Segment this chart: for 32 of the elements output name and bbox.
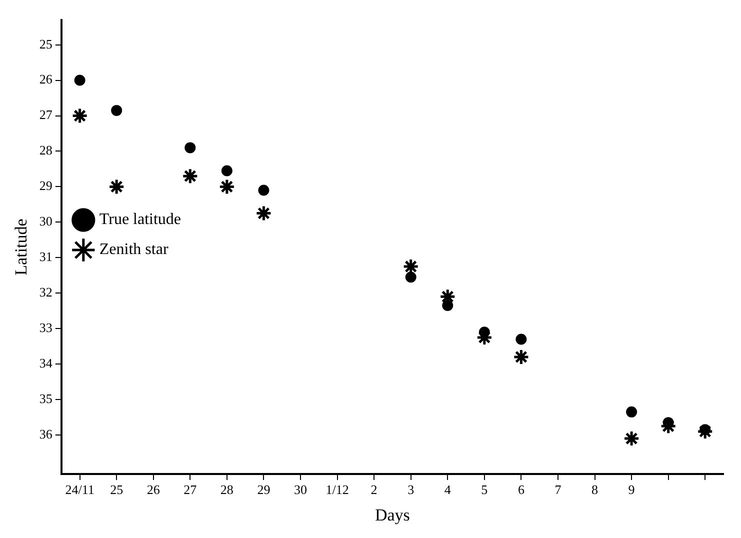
x-axis-title: Days — [374, 505, 410, 524]
y-tick-label: 31 — [39, 249, 52, 264]
x-tick-label: 25 — [110, 482, 124, 498]
x-tick-label: 8 — [592, 482, 598, 498]
y-tick-label: 35 — [39, 390, 52, 406]
x-tick-label: 28 — [220, 482, 234, 498]
x-tick-label: 6 — [518, 482, 525, 498]
y-tick-label: 25 — [39, 36, 52, 52]
x-tick-label: 9 — [628, 482, 635, 498]
y-tick-label: 29 — [39, 178, 52, 194]
y-tick-label: 28 — [39, 142, 52, 158]
x-tick-label: 2 — [370, 482, 378, 498]
x-tick-label: 26 — [146, 482, 160, 498]
x-tick-label: 3 — [408, 482, 414, 498]
y-tick-label: 36 — [39, 426, 53, 442]
y-tick-label: 27 — [39, 107, 53, 122]
y-tick-label: 33 — [39, 320, 52, 335]
y-tick-label: 26 — [39, 72, 53, 87]
x-tick-label: 4 — [444, 482, 452, 498]
y-axis-title: Latitude — [12, 218, 31, 276]
y-tick-label: 32 — [39, 284, 52, 300]
y-tick-label: 30 — [39, 214, 52, 229]
x-tick-label: 29 — [257, 482, 270, 498]
legend-label: Zenith star — [99, 241, 169, 258]
x-tick-label: 24/11 — [65, 482, 94, 498]
y-tick-label: 34 — [39, 355, 53, 370]
x-tick-label: 27 — [184, 482, 198, 498]
x-tick-label: 7 — [554, 482, 562, 498]
x-tick-label: 5 — [481, 482, 488, 498]
x-tick-label: 1/12 — [326, 482, 349, 498]
legend-label: True latitude — [99, 211, 182, 228]
x-tick-label: 30 — [294, 482, 307, 498]
